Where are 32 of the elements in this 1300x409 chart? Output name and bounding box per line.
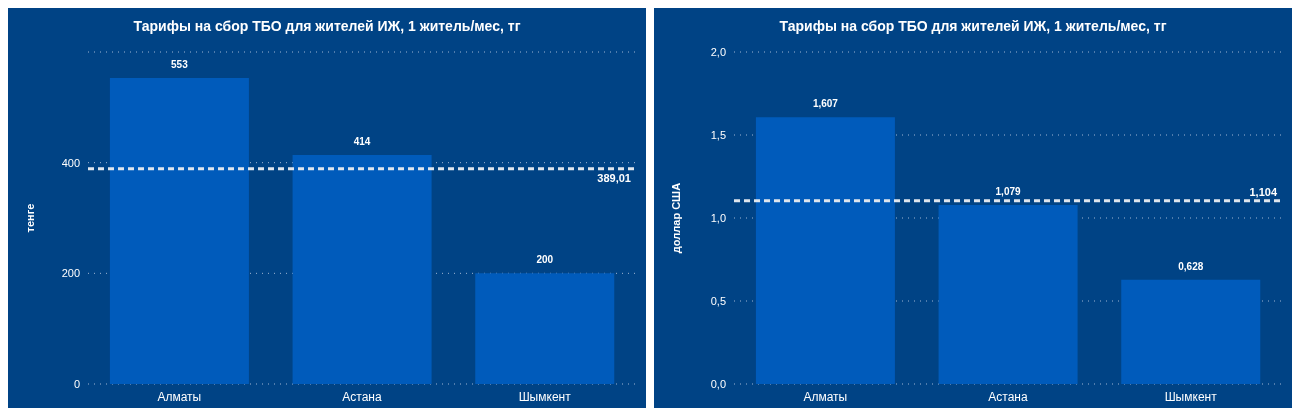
- data-label: 0,628: [1178, 260, 1204, 272]
- y-tick-label: 0,5: [710, 294, 726, 307]
- y-tick-label: 0,0: [710, 377, 726, 390]
- data-label: 553: [171, 59, 189, 71]
- y-tick-label: 0: [73, 377, 80, 390]
- ref-line-label: 1,104: [1249, 185, 1278, 198]
- bar: [475, 273, 615, 384]
- chart-title: Тарифы на сбор ТБО для жителей ИЖ, 1 житель/мес, тг: [132, 17, 522, 36]
- y-tick-label: 200: [61, 267, 80, 280]
- y-tick-label: 400: [61, 156, 80, 169]
- y-tick-label: 1,5: [710, 128, 726, 141]
- bar: [292, 154, 432, 384]
- data-label: 1,079: [995, 185, 1022, 197]
- x-tick-label: Алматы: [157, 389, 202, 404]
- y-tick-label: 2,0: [710, 45, 726, 58]
- bar: [755, 117, 895, 384]
- ref-line-label: 389,01: [597, 171, 631, 184]
- bar: [109, 78, 249, 384]
- x-tick-label: Алматы: [803, 389, 848, 404]
- chart-title: Тарифы на сбор ТБО для жителей ИЖ, 1 житель/мес, тг: [778, 17, 1168, 36]
- y-axis-title: тенге: [23, 203, 36, 233]
- x-tick-label: Шымкент: [1164, 389, 1218, 404]
- data-label: 200: [536, 254, 554, 266]
- x-tick-label: Шымкент: [518, 389, 572, 404]
- x-tick-label: Астана: [988, 389, 1028, 404]
- x-tick-label: Астана: [342, 389, 382, 404]
- data-label: 414: [353, 135, 371, 147]
- bar: [938, 204, 1078, 384]
- bar: [1121, 279, 1261, 384]
- y-axis-title: доллар США: [669, 182, 682, 254]
- data-label: 1,607: [812, 98, 839, 110]
- y-tick-label: 1,0: [710, 211, 726, 224]
